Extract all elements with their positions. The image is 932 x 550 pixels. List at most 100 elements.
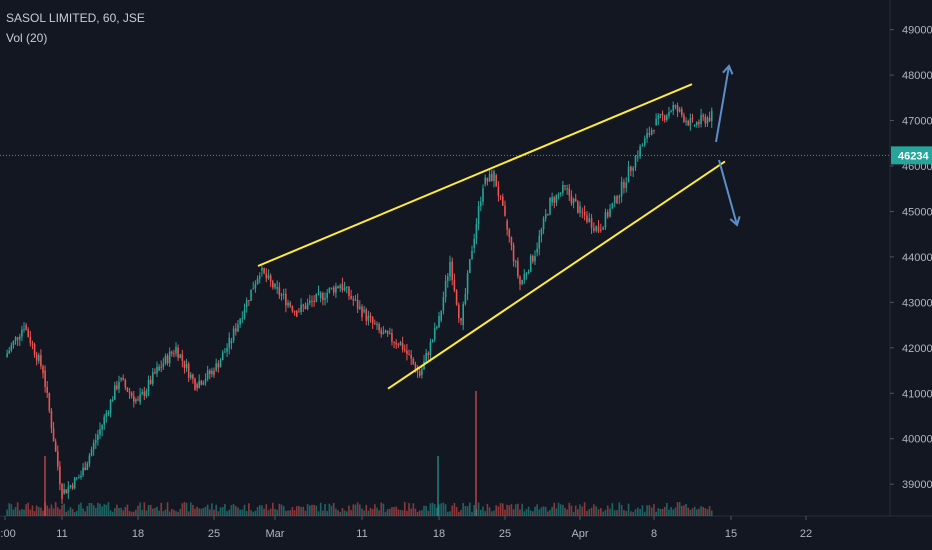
volume-indicator-label[interactable]: Vol (20): [6, 31, 48, 45]
candle-body: [33, 344, 36, 355]
volume-bar: [67, 510, 70, 516]
candle-body: [547, 214, 549, 216]
volume-bar: [625, 510, 628, 516]
volume-bar: [510, 504, 513, 516]
candle-body: [126, 387, 129, 392]
upper-trendline: [257, 83, 693, 267]
volume-bar: [497, 506, 500, 516]
candle-body: [655, 118, 657, 126]
volume-bar: [604, 509, 607, 516]
candle-body: [183, 360, 186, 368]
time-tick-label: 18: [433, 528, 445, 540]
volume-bar: [232, 504, 235, 516]
volume-bar: [653, 504, 655, 516]
volume-bar: [482, 506, 484, 516]
volume-bar: [151, 508, 154, 516]
volume-bar: [135, 509, 137, 516]
candle-body: [352, 298, 355, 301]
volume-bar: [348, 505, 350, 516]
volume-bar: [237, 507, 239, 516]
candle-body: [661, 113, 664, 116]
volume-bar: [29, 509, 32, 516]
candle-body: [691, 118, 694, 120]
volume-bar: [570, 505, 573, 516]
candle-body: [440, 310, 442, 321]
volume-bar: [206, 504, 209, 516]
volume-bar: [122, 510, 125, 516]
volume-bar: [179, 508, 182, 516]
volume-bar: [536, 504, 538, 516]
candle-body: [261, 267, 263, 271]
candle-body: [141, 391, 144, 395]
volume-bar: [581, 506, 584, 516]
candle-body: [367, 315, 370, 321]
volume-bar: [557, 502, 560, 516]
volume-bar: [189, 502, 192, 516]
volume-bar: [23, 509, 25, 516]
volume-bar: [48, 508, 51, 516]
candle-body: [63, 489, 65, 494]
candle-body: [639, 146, 641, 157]
candle-body: [583, 211, 586, 216]
chart-legend: SASOL LIMITED, 60, JSE Vol (20): [6, 8, 145, 48]
candle-body: [525, 273, 528, 275]
volume-bar: [359, 504, 361, 516]
volume-bar: [147, 504, 150, 516]
candle-body: [330, 287, 333, 289]
volume-bar: [339, 511, 342, 516]
candle-body: [521, 279, 523, 285]
volume-bar: [562, 504, 564, 516]
candle-body: [175, 346, 177, 354]
volume-bar: [254, 510, 257, 516]
symbol-title[interactable]: SASOL LIMITED, 60, JSE: [6, 11, 145, 25]
volume-spike: [475, 391, 477, 516]
volume-bar: [274, 508, 276, 516]
volume-bar: [276, 509, 278, 516]
volume-bar: [613, 510, 616, 516]
candle-body: [590, 218, 593, 228]
volume-bar: [527, 506, 530, 516]
volume-bar: [666, 502, 668, 516]
volume-bar: [393, 507, 395, 516]
volume-bar: [663, 506, 666, 516]
volume-bar: [46, 505, 49, 516]
volume-bar: [185, 502, 188, 516]
volume-bar: [40, 507, 42, 516]
candle-body: [135, 399, 137, 402]
candle-body: [698, 122, 700, 124]
candle-body: [604, 212, 607, 228]
volume-bar: [311, 504, 313, 516]
volume-bar: [139, 502, 141, 516]
candle-body: [228, 337, 231, 349]
volume-bar: [116, 504, 118, 516]
volume-bar: [239, 509, 241, 516]
candle-body: [425, 352, 427, 362]
candle-body: [56, 451, 59, 467]
candle-body: [52, 428, 55, 442]
candle-body: [653, 129, 655, 131]
candle-body: [272, 281, 274, 288]
candle-body: [632, 167, 634, 171]
volume-bar: [27, 502, 30, 516]
candle-body: [657, 115, 660, 119]
candle-body: [700, 115, 702, 124]
volume-bar: [14, 507, 17, 516]
candle-body: [399, 341, 402, 346]
candle-body: [586, 215, 588, 222]
candle-body: [59, 466, 61, 485]
candle-body: [306, 303, 309, 309]
volume-bar: [577, 509, 579, 516]
candle-body: [566, 188, 568, 190]
candle-body: [502, 196, 504, 206]
volume-bar: [384, 511, 387, 516]
candle-body: [453, 280, 456, 291]
candle-body: [429, 341, 432, 356]
volume-bar: [540, 507, 543, 516]
volume-bar: [71, 509, 74, 516]
volume-bar: [63, 503, 65, 516]
volume-bar: [595, 506, 597, 516]
candle-body: [149, 379, 152, 384]
volume-bar: [50, 504, 53, 516]
volume-bar: [298, 505, 300, 516]
